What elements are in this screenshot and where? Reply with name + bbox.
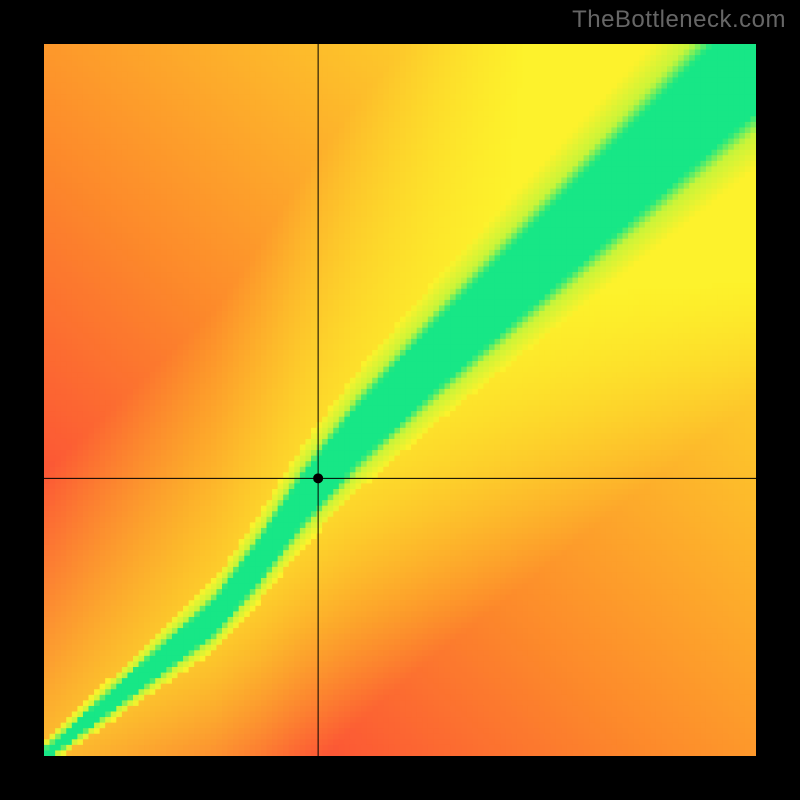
chart-container: TheBottleneck.com	[0, 0, 800, 800]
watermark-text: TheBottleneck.com	[572, 6, 786, 34]
heatmap-chart	[0, 0, 800, 800]
crosshair-marker	[313, 473, 323, 483]
